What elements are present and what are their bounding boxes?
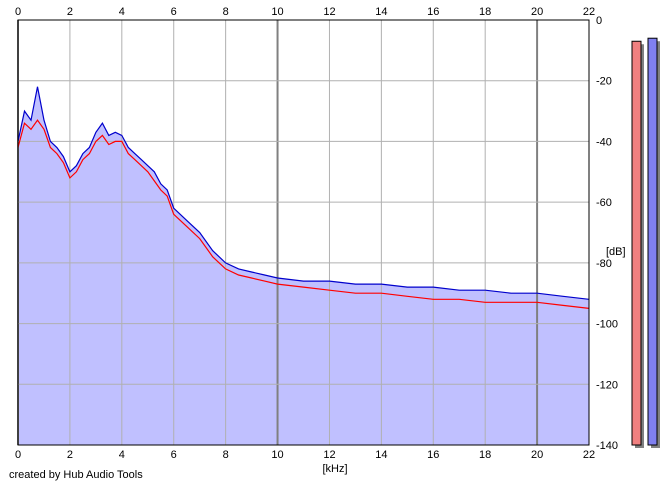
y-tick-label: -100 (596, 319, 618, 331)
x-axis-label: [kHz] (322, 463, 347, 475)
plot-border (17, 19, 590, 446)
y-axis-label: [dB] (606, 246, 626, 258)
x-tick-label-top: 18 (479, 6, 491, 18)
x-tick-label-top: 8 (223, 6, 229, 18)
y-tick-label: -40 (596, 136, 612, 148)
x-tick-label-top: 2 (67, 6, 73, 18)
x-tick-label-top: 16 (427, 6, 439, 18)
y-tick-label: -80 (596, 258, 612, 270)
y-tick-label: -20 (596, 76, 612, 88)
x-tick-label-bottom: 12 (323, 449, 335, 461)
spectrum-fill-area (18, 86, 589, 446)
level-meters (631, 37, 660, 448)
x-tick-label-bottom: 8 (223, 449, 229, 461)
right-channel-line (17, 86, 590, 300)
x-tick-label-top: 0 (15, 6, 21, 18)
x-tick-label-bottom: 16 (427, 449, 439, 461)
x-tick-label-top: 10 (271, 6, 283, 18)
series-layer (17, 86, 590, 309)
x-tick-label-bottom: 22 (583, 449, 595, 461)
x-tick-label-bottom: 0 (15, 449, 21, 461)
x-tick-label-top: 22 (583, 6, 595, 18)
left-level-meter (631, 40, 642, 446)
x-tick-label-bottom: 4 (119, 449, 125, 461)
x-ticks-bottom: 0 2 4 6 8 10 12 14 16 18 20 22 (15, 449, 595, 461)
y-tick-label: -60 (596, 197, 612, 209)
spectrum-fill (18, 86, 589, 446)
x-tick-label-bottom: 6 (171, 449, 177, 461)
credit-text: created by Hub Audio Tools (9, 469, 143, 481)
x-tick-label-bottom: 20 (531, 449, 543, 461)
x-tick-label-bottom: 18 (479, 449, 491, 461)
x-tick-label-top: 12 (323, 6, 335, 18)
x-tick-label-bottom: 10 (271, 449, 283, 461)
y-tick-label: -140 (596, 440, 618, 452)
x-tick-label-bottom: 2 (67, 449, 73, 461)
plot-frame (17, 19, 590, 446)
y-tick-label: -120 (596, 379, 618, 391)
x-ticks-top: 0 2 4 6 8 10 12 14 16 18 20 22 (15, 6, 595, 18)
x-tick-label-bottom: 14 (375, 449, 387, 461)
x-tick-label-top: 20 (531, 6, 543, 18)
x-tick-label-top: 6 (171, 6, 177, 18)
left-channel-line (17, 119, 590, 309)
x-tick-label-top: 14 (375, 6, 387, 18)
y-tick-label: 0 (596, 15, 602, 27)
x-tick-label-top: 4 (119, 6, 125, 18)
right-level-meter (647, 37, 658, 446)
y-ticks: 0 -20 -40 -60 -80 -100 -120 -140 (596, 15, 618, 452)
